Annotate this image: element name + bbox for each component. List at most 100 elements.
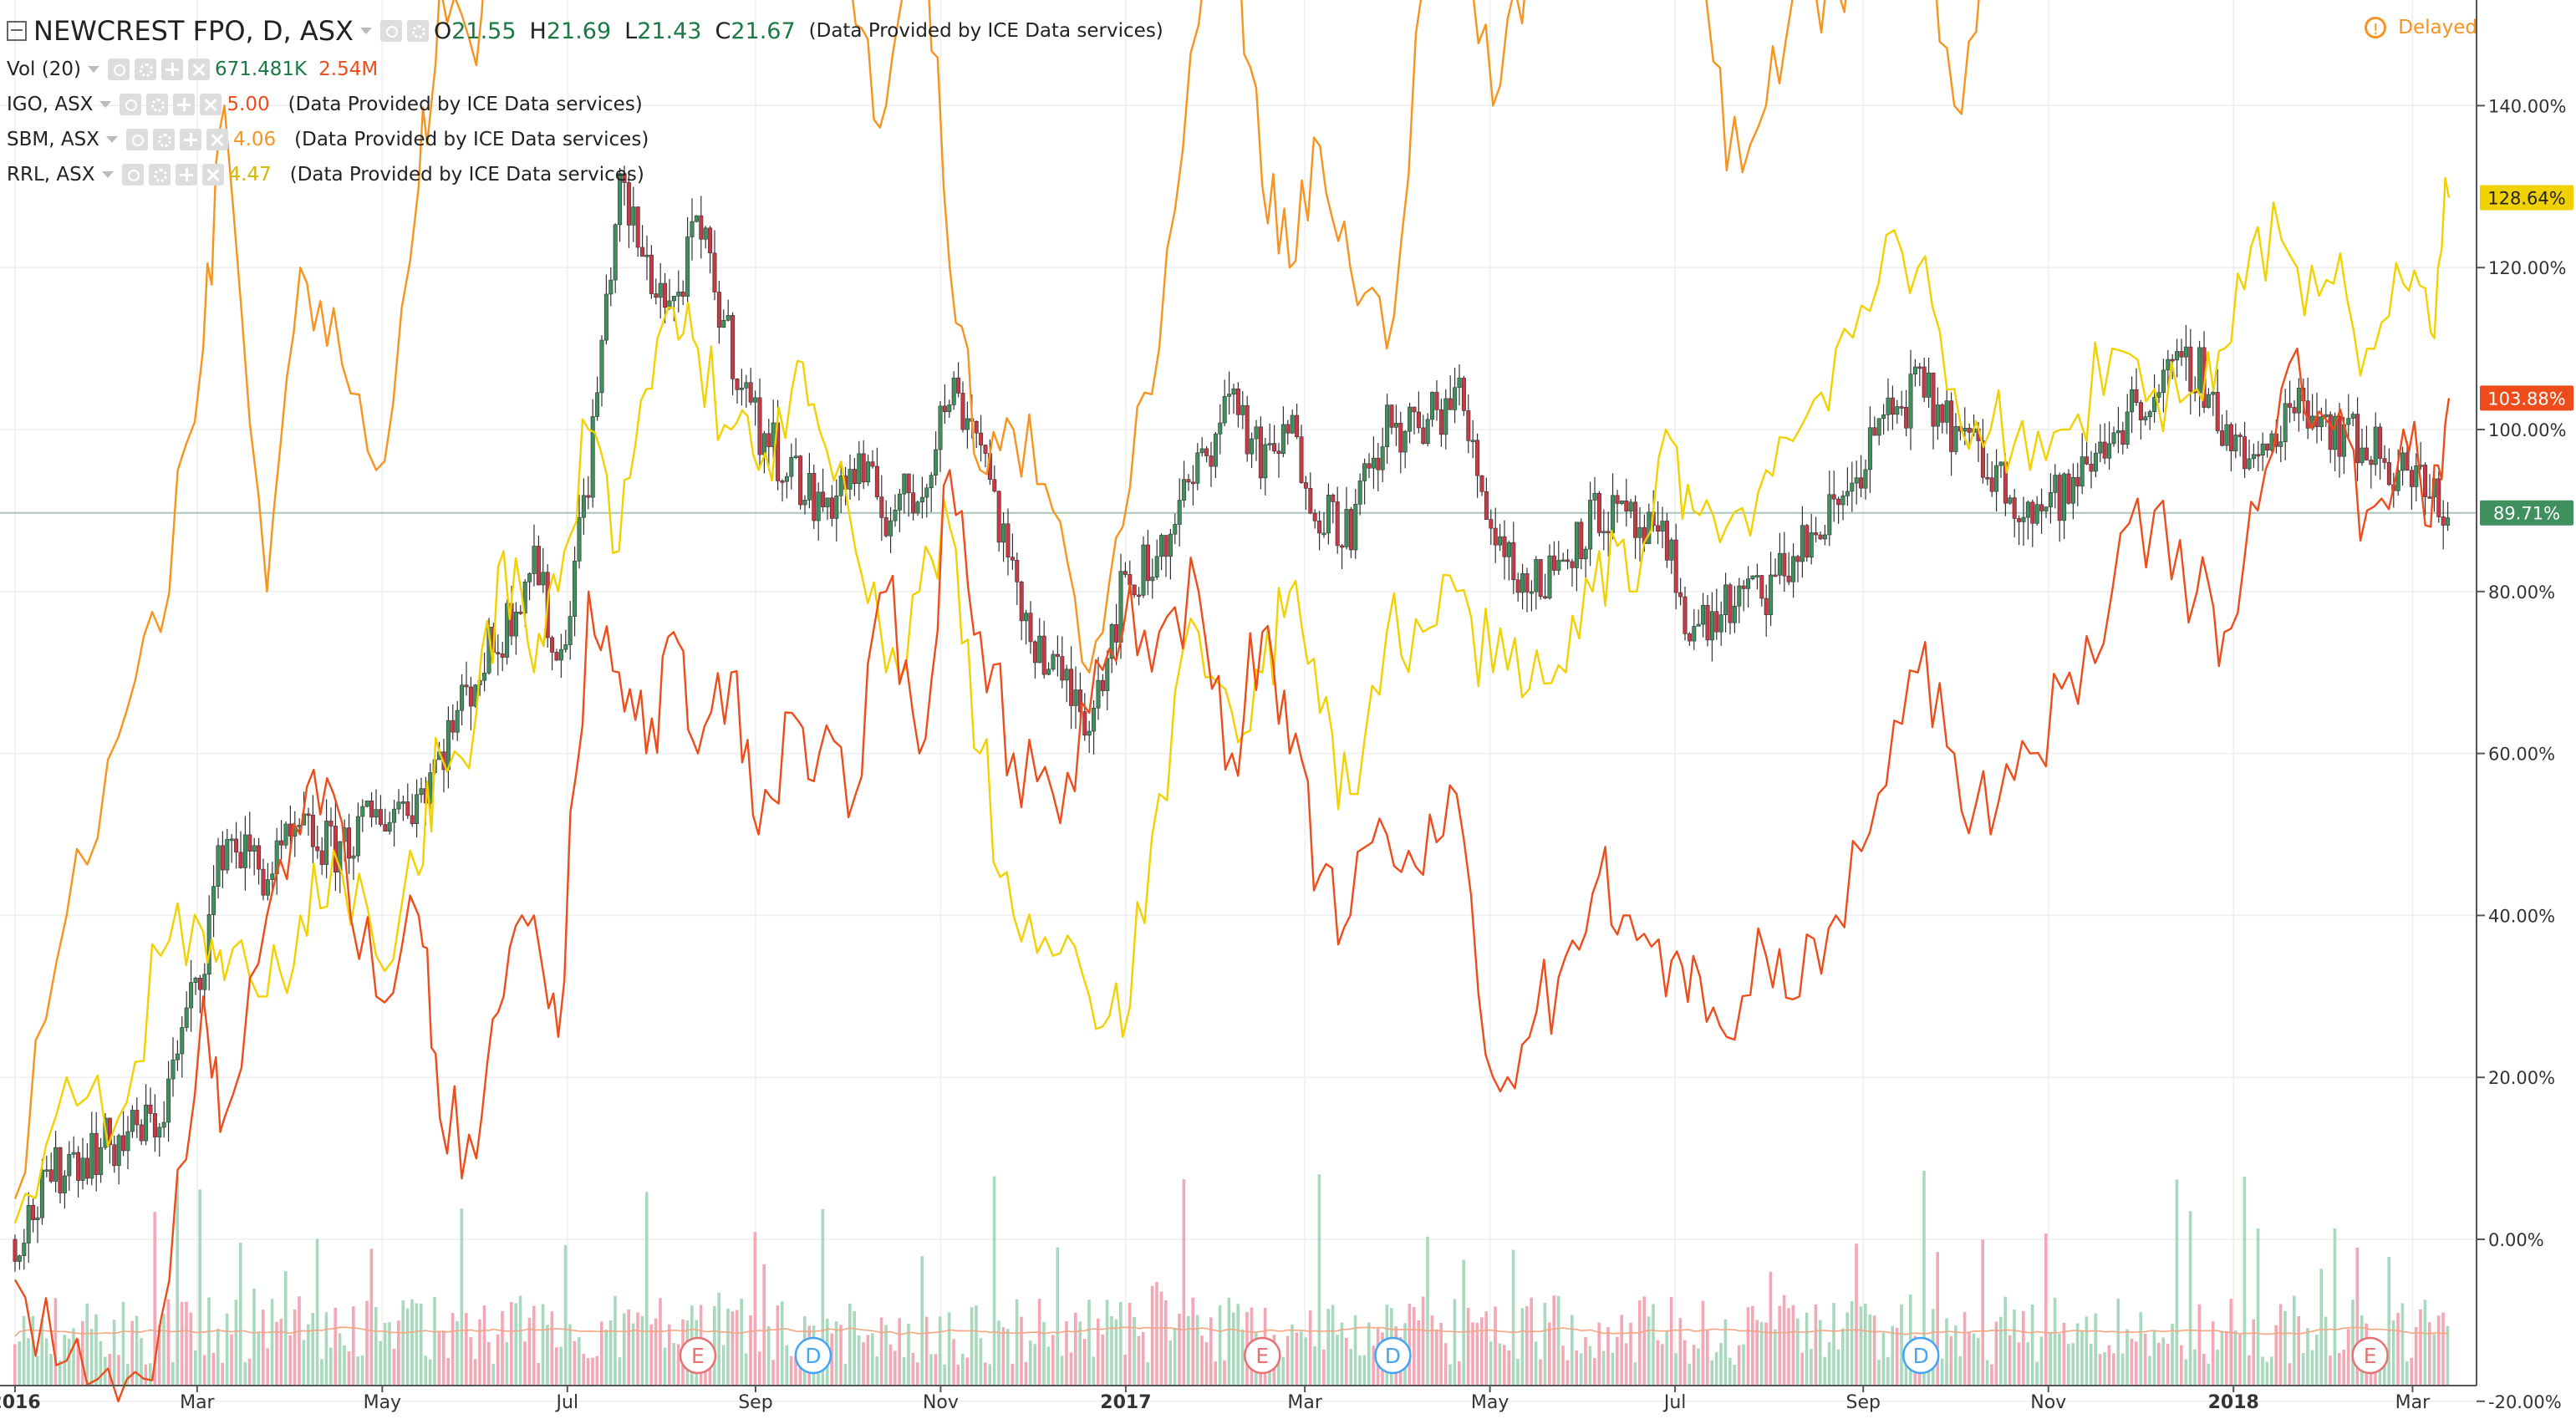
plus-icon[interactable] [175, 164, 197, 186]
chevron-down-icon[interactable] [101, 171, 114, 178]
candle-body [234, 838, 239, 853]
candle-body [130, 1110, 135, 1132]
chevron-down-icon[interactable] [99, 101, 112, 108]
volume-bar [451, 1313, 455, 1386]
candle-body [1317, 521, 1322, 534]
candle-body [2224, 424, 2229, 446]
delayed-status[interactable]: ! Delayed [2365, 17, 2477, 38]
candle-body [338, 841, 343, 873]
volume-bar [1556, 1295, 1560, 1386]
eye-icon[interactable] [379, 20, 402, 42]
close-icon[interactable] [201, 164, 224, 186]
volume-bar [1719, 1343, 1723, 1386]
gear-icon[interactable] [406, 20, 429, 42]
candle-body [1525, 573, 1530, 593]
gear-icon[interactable] [148, 164, 171, 186]
compare-legend-igo[interactable]: IGO, ASX 5.00 (Data Provided by ICE Data… [7, 94, 643, 115]
volume-bar [1056, 1247, 1059, 1386]
candle-body [1831, 494, 1836, 500]
candle-body [821, 491, 826, 507]
volume-bar [1800, 1352, 1804, 1386]
symbol-title[interactable]: NEWCREST FPO, D, ASX [33, 15, 354, 47]
volume-bar [1006, 1329, 1010, 1386]
candle-body [2012, 497, 2017, 519]
volume-bar [1146, 1362, 1149, 1386]
candle-body [1809, 532, 1814, 558]
candle-body [635, 206, 640, 248]
candle-body [1195, 452, 1200, 484]
candle-body [744, 382, 749, 389]
compare-legend-sbm[interactable]: SBM, ASX 4.06 (Data Provided by ICE Data… [7, 129, 649, 150]
candle-body [319, 850, 324, 865]
volume-bar [1421, 1296, 1425, 1386]
plus-icon[interactable] [173, 94, 196, 115]
volume-bar [2256, 1228, 2260, 1386]
candle-body [1940, 404, 1945, 423]
volume-bar [405, 1308, 410, 1386]
volume-bar [862, 1342, 865, 1386]
volume-bar [916, 1362, 919, 1386]
compare-name[interactable]: RRL, ASX [7, 164, 95, 186]
volume-bar [1593, 1358, 1596, 1386]
candle-body [2017, 518, 2022, 522]
volume-bar [446, 1358, 450, 1386]
candle-body [400, 801, 405, 804]
candle-body [631, 206, 636, 226]
candle-body [1538, 559, 1543, 598]
candle-body [2175, 351, 2180, 361]
gear-icon[interactable] [152, 129, 175, 150]
eye-icon[interactable] [121, 164, 144, 186]
main-series-legend[interactable]: NEWCREST FPO, D, ASX O21.55 H21.69 L21.4… [7, 15, 1163, 47]
volume-bar [360, 1355, 364, 1386]
volume-bar [1295, 1332, 1299, 1386]
collapse-icon[interactable] [7, 21, 27, 41]
compare-name[interactable]: IGO, ASX [7, 94, 94, 115]
candle-body [766, 433, 771, 447]
plus-icon[interactable] [179, 129, 201, 150]
candle-body [1308, 487, 1313, 514]
compare-legend-rrl[interactable]: RRL, ASX 4.47 (Data Provided by ICE Data… [7, 164, 644, 186]
volume-bar [608, 1320, 613, 1386]
candle-body [2034, 504, 2039, 524]
candle-body [1457, 378, 1462, 389]
volume-bar [2139, 1312, 2142, 1386]
candle-body [2328, 414, 2333, 450]
candle-body [550, 637, 555, 653]
volume-bar [1317, 1174, 1321, 1386]
price-axis-label: 120.00% [2488, 258, 2566, 278]
candle-body [1795, 556, 1800, 562]
eye-icon[interactable] [125, 129, 148, 150]
candle-body [1863, 469, 1868, 489]
plus-icon[interactable] [160, 58, 183, 80]
volume-bar [162, 1314, 165, 1386]
volume-bar [1331, 1305, 1335, 1386]
volume-bar [2085, 1316, 2089, 1386]
candle-body [1204, 448, 1209, 456]
candle-body [716, 292, 721, 328]
volume-bar [415, 1303, 419, 1386]
volume-bar [1543, 1303, 1547, 1386]
close-icon[interactable] [200, 94, 222, 115]
gear-icon[interactable] [134, 58, 156, 80]
eye-icon[interactable] [107, 58, 130, 80]
chevron-down-icon[interactable] [105, 136, 118, 143]
close-icon[interactable] [206, 129, 228, 150]
volume-bar [2112, 1353, 2115, 1386]
candle-body [622, 173, 627, 183]
close-icon[interactable] [187, 58, 210, 80]
volume-legend[interactable]: Vol (20) 671.481K 2.54M [7, 58, 396, 80]
volume-bar [1475, 1322, 1479, 1386]
candle-body [2355, 414, 2360, 464]
volume-bar [1714, 1352, 1718, 1386]
candle-body [2206, 394, 2211, 408]
gear-icon[interactable] [146, 94, 169, 115]
candle-body [573, 561, 578, 617]
volume-bar [573, 1340, 577, 1386]
chevron-down-icon[interactable] [87, 66, 99, 73]
volume-label[interactable]: Vol (20) [7, 58, 81, 80]
candle-body [229, 838, 234, 842]
chevron-down-icon[interactable] [359, 28, 372, 34]
eye-icon[interactable] [120, 94, 142, 115]
compare-name[interactable]: SBM, ASX [7, 129, 99, 150]
